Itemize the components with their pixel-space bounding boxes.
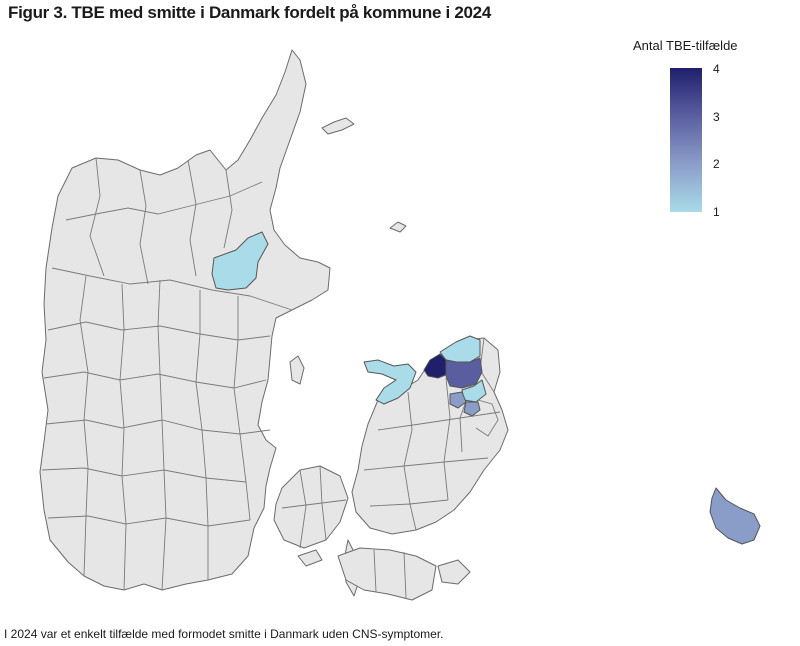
region-case-mariagerfjord (211, 231, 269, 291)
figure-footnote: I 2024 var et enkelt tilfælde med formod… (4, 627, 444, 641)
municipality-borders-lolland (373, 549, 407, 599)
legend-tick-label: 1 (713, 205, 720, 219)
anholt-landmass (389, 221, 407, 233)
moen-landmass (437, 559, 471, 585)
legend-tick-label: 4 (713, 62, 720, 76)
figure-title: Figur 3. TBE med smitte i Danmark fordel… (8, 3, 491, 22)
region-case-ballerup (463, 401, 481, 417)
region-case-gribskov (439, 335, 481, 363)
samsoe-landmass (289, 355, 305, 385)
legend-color-bar (670, 68, 702, 212)
region-case-odsherred (363, 359, 417, 405)
lolland-falster-landmass (337, 547, 437, 601)
legend-tick-label: 2 (713, 157, 720, 171)
municipality-borders-jutland (41, 157, 293, 591)
funen-landmass (273, 465, 349, 549)
region-case-furesoe (449, 391, 467, 409)
region-case-bornholm (709, 487, 761, 545)
region-case-hilleroed (445, 357, 483, 389)
legend-title: Antal TBE-tilfælde (633, 38, 738, 53)
legend-tick-label: 3 (713, 110, 720, 124)
jutland-landmass (39, 49, 331, 591)
laesoe-landmass (321, 117, 355, 135)
municipality-borders-funen (281, 465, 347, 549)
aeroe-landmass (297, 549, 323, 567)
